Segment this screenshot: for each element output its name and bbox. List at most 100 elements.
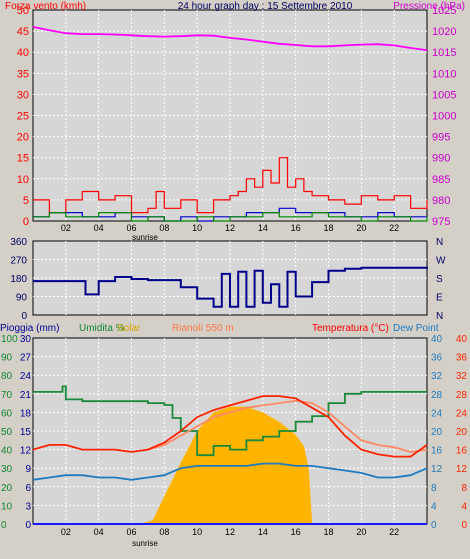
compass-point-label: N: [436, 237, 443, 248]
wind-tick-label: 35: [17, 68, 29, 80]
hour-tick-label: 10: [192, 223, 202, 233]
humidity-axis-ticks: 0 10 20 30 40 50 60 70 80 90 100: [1, 334, 18, 531]
wind-axis-label: Forza vento (kmh): [5, 1, 86, 12]
humidity-tick-label: 50: [1, 427, 13, 438]
pressure-tick-label: 1025: [432, 5, 456, 17]
compass-point-label: W: [436, 256, 446, 267]
temperature-line: [32, 395, 428, 458]
rain-tick-label: 12: [20, 446, 32, 457]
temperature-label: Temperatura (°C): [312, 323, 389, 334]
temp-tick-label: 8: [461, 483, 467, 494]
pressure-tick-label: 975: [432, 216, 450, 228]
direction-degree-label: 90: [16, 293, 28, 304]
hour-tick-label: 12: [225, 223, 235, 233]
pressure-tick-label: 1005: [432, 89, 456, 101]
wind-speed-line: [33, 157, 428, 214]
pressure-tick-label: 1015: [432, 47, 456, 59]
wind-tick-label: 45: [17, 26, 29, 38]
temp-tick-label: 40: [456, 334, 468, 345]
wind-tick-label: 50: [17, 5, 29, 17]
hour-tick-label: 06: [126, 527, 136, 537]
pressure-axis-ticks: 975 980 985 990 995 1000 1005 1010 1015 1020 1025: [432, 5, 456, 228]
sunrise-label: sunrise: [132, 233, 158, 242]
hour-tick-label: 02: [61, 527, 71, 537]
gridlines: [33, 10, 427, 221]
solar-label: Solar: [117, 323, 141, 334]
dewpoint-tick-label: 4: [431, 501, 437, 512]
compass-point-label: E: [436, 293, 443, 304]
wind-tick-label: 25: [17, 111, 29, 123]
compass-point-label: N: [436, 311, 443, 322]
series-group: [32, 385, 428, 525]
humidity-tick-label: 90: [1, 353, 13, 364]
pressure-line: [32, 26, 428, 51]
humidity-tick-label: 60: [1, 408, 13, 419]
hour-tick-label: 22: [389, 223, 399, 233]
temp-axis-ticks: 0 4 8 12 16 20 24 28 32 36 40: [431, 334, 443, 531]
wind-tick-label: 20: [17, 132, 29, 144]
wind-tick-label: 10: [17, 174, 29, 186]
hour-tick-label: 10: [192, 527, 202, 537]
temp-tick-label: 4: [461, 501, 467, 512]
hour-tick-label: 04: [94, 223, 104, 233]
humidity-tick-label: 100: [1, 334, 18, 345]
rain-axis-label: Pioggia (mm): [0, 323, 59, 334]
humidity-tick-label: 10: [1, 501, 13, 512]
rain-tick-label: 3: [25, 501, 31, 512]
dewpoint-tick-label: 20: [431, 427, 443, 438]
compass-point-label: S: [436, 274, 443, 285]
hour-tick-label: 02: [61, 223, 71, 233]
series-group: [32, 26, 428, 222]
dewpoint-tick-label: 16: [431, 446, 443, 457]
hour-tick-label: 18: [323, 527, 333, 537]
pressure-tick-label: 985: [432, 174, 450, 186]
temp-tick-label: 0: [461, 520, 467, 531]
pressure-tick-label: 1000: [432, 111, 456, 123]
hour-tick-label: 08: [159, 223, 169, 233]
rain-tick-label: 27: [20, 353, 32, 364]
dewpoint-tick-label: 32: [431, 371, 443, 382]
wind-tick-label: 5: [23, 195, 29, 207]
hour-axis-ticks: 02 04 06 08 10 12 14 16 18 20 22: [61, 527, 399, 537]
dewpoint-tick-label: 24: [431, 408, 443, 419]
wind-min-line: [33, 212, 428, 222]
rain-tick-label: 6: [25, 483, 31, 494]
wind-direction-line: [33, 266, 428, 308]
felt-temperature-line: [147, 399, 428, 453]
rain-tick-label: 0: [25, 520, 31, 531]
dewpoint-line: [32, 462, 428, 481]
direction-degree-label: 360: [10, 237, 27, 248]
dewpoint-tick-label: 40: [431, 334, 443, 345]
humidity-tick-label: 20: [1, 483, 13, 494]
hour-tick-label: 08: [159, 527, 169, 537]
direction-degree-label: 180: [10, 274, 27, 285]
wind-tick-label: 40: [17, 47, 29, 59]
humidity-tick-label: 40: [1, 446, 13, 457]
rain-tick-label: 9: [25, 464, 31, 475]
hour-tick-label: 06: [126, 223, 136, 233]
humidity-line: [33, 385, 427, 457]
pressure-tick-label: 1020: [432, 26, 456, 38]
hour-axis-ticks: 02 04 06 08 10 12 14 16 18 20 22: [61, 223, 399, 233]
temp-tick-label: 32: [456, 371, 468, 382]
rain-tick-label: 15: [20, 427, 32, 438]
hour-tick-label: 20: [356, 223, 366, 233]
direction-degree-ticks: 0 90 180 270 360: [10, 237, 27, 322]
wind-tick-label: 15: [17, 153, 29, 165]
temp-axis-ticks-outer: 0 4 8 12 16 20 24 28 32 36 40: [456, 334, 468, 531]
temp-tick-label: 28: [456, 390, 468, 401]
pressure-tick-label: 990: [432, 153, 450, 165]
hour-tick-label: 04: [94, 527, 104, 537]
direction-degree-label: 0: [21, 311, 27, 322]
temp-tick-label: 36: [456, 353, 468, 364]
temp-tick-label: 16: [456, 446, 468, 457]
pressure-axis-label: Pressione (hPa): [393, 1, 465, 12]
temp-tick-label: 20: [456, 427, 468, 438]
hour-tick-label: 22: [389, 527, 399, 537]
dewpoint-tick-label: 8: [431, 483, 437, 494]
wind-tick-label: 0: [23, 216, 29, 228]
pressure-tick-label: 1010: [432, 68, 456, 80]
hour-tick-label: 14: [258, 223, 268, 233]
